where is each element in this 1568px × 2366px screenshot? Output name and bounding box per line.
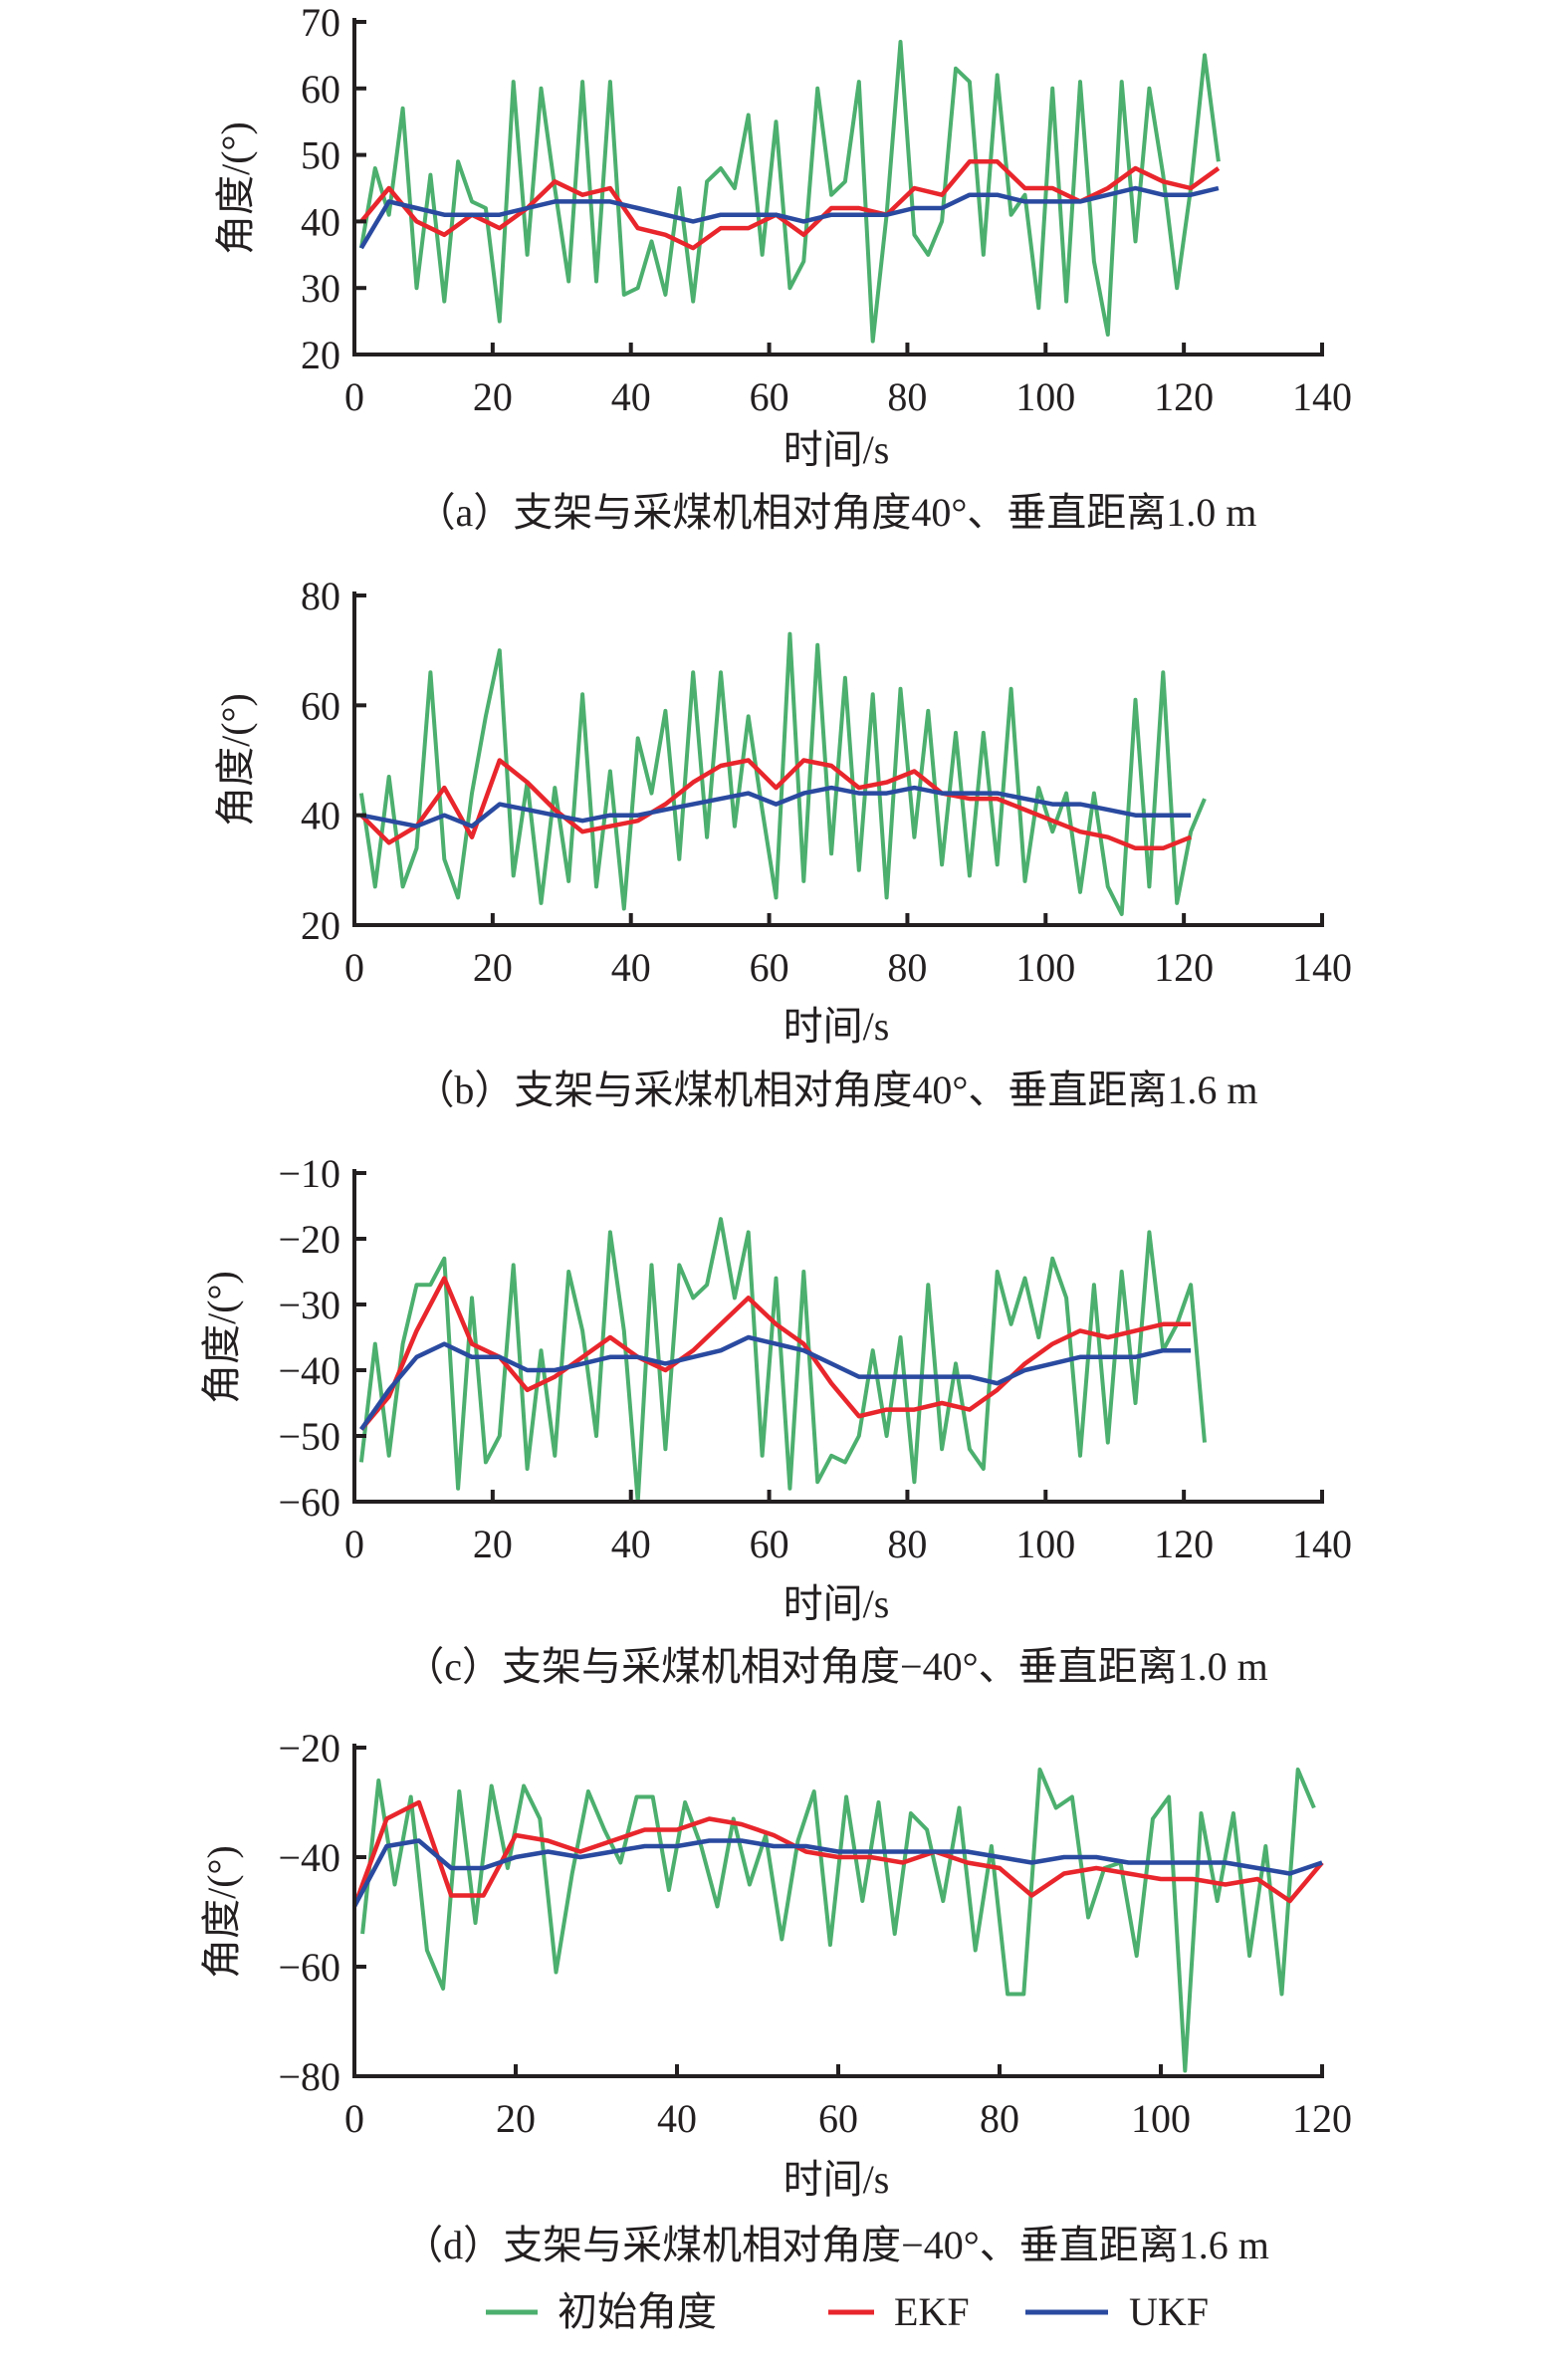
x-tick-label-b: 140 xyxy=(1292,945,1352,990)
y-axis-label-b: 角度/(°) xyxy=(213,693,258,827)
y-tick-label-c: −50 xyxy=(278,1414,340,1459)
x-axis-label-c: 时间/s xyxy=(784,1581,890,1626)
x-tick-label-d: 120 xyxy=(1292,2096,1352,2141)
series-line-ukf-a xyxy=(358,185,1220,250)
y-tick-label-b: 20 xyxy=(301,903,340,948)
y-tick-label-d: −20 xyxy=(278,1726,340,1771)
caption-c: （c）支架与采煤机相对角度−40°、垂直距离1.0 m xyxy=(404,1644,1267,1689)
x-tick-label-a: 140 xyxy=(1292,374,1352,419)
series-line-raw-a xyxy=(358,40,1221,344)
series-line-raw-b xyxy=(358,631,1207,916)
y-tick-label-a: 20 xyxy=(301,333,340,377)
caption-d: （d）支架与采煤机相对角度−40°、垂直距离1.6 m xyxy=(403,2223,1269,2267)
y-tick-label-c: −30 xyxy=(278,1283,340,1327)
x-axis-label-a: 时间/s xyxy=(784,427,890,472)
y-tick-label-b: 40 xyxy=(301,794,340,838)
series-line-ukf-c xyxy=(359,1334,1192,1431)
panel-d: 0 20 40 60 80 100 120 −80 −60 −40 −20 xyxy=(278,1726,1352,2141)
x-tick-label-b: 80 xyxy=(887,945,927,990)
y-tick-label-a: 60 xyxy=(301,67,340,112)
y-tick-label-c: −60 xyxy=(278,1480,340,1525)
y-tick-label-d: −60 xyxy=(278,1945,340,1990)
y-axis-label-d: 角度/(°) xyxy=(199,1845,244,1979)
x-tick-label-c: 100 xyxy=(1015,1522,1075,1566)
y-tick-label-a: 50 xyxy=(301,133,340,178)
y-tick-label-a: 70 xyxy=(301,0,340,45)
caption-a: （a）支架与采煤机相对角度40°、垂直距离1.0 m xyxy=(416,490,1257,535)
x-tick-label-c: 20 xyxy=(473,1522,513,1566)
x-tick-label-c: 0 xyxy=(344,1522,364,1566)
x-tick-label-a: 0 xyxy=(344,374,364,419)
x-tick-label-d: 80 xyxy=(980,2096,1019,2141)
y-tick-label-d: −40 xyxy=(278,1835,340,1880)
legend-label-ukf: UKF xyxy=(1129,2289,1209,2334)
y-tick-label-a: 40 xyxy=(301,199,340,244)
x-tick-label-d: 0 xyxy=(344,2096,364,2141)
y-axis-label-c: 角度/(°) xyxy=(199,1271,244,1404)
legend: 初始角度 EKF UKF xyxy=(486,2289,1209,2334)
series-line-ukf-b xyxy=(360,785,1192,828)
y-tick-label-b: 80 xyxy=(301,574,340,618)
x-tick-label-b: 0 xyxy=(344,945,364,990)
panel-c: 0 20 40 60 80 100 120 140 −60 −50 −40 −30 −20 −10 xyxy=(278,1151,1352,1566)
legend-label-raw: 初始角度 xyxy=(558,2289,717,2334)
x-tick-label-a: 120 xyxy=(1154,374,1214,419)
x-axis-label-b: 时间/s xyxy=(784,1004,890,1049)
x-tick-label-d: 100 xyxy=(1131,2096,1191,2141)
series-line-raw-c xyxy=(358,1217,1207,1504)
y-tick-label-c: −40 xyxy=(278,1348,340,1393)
x-tick-label-d: 60 xyxy=(818,2096,858,2141)
x-tick-label-d: 20 xyxy=(496,2096,536,2141)
y-tick-label-a: 30 xyxy=(301,266,340,311)
x-tick-label-b: 120 xyxy=(1154,945,1214,990)
caption-b: （b）支架与采煤机相对角度40°、垂直距离1.6 m xyxy=(414,1067,1257,1112)
y-tick-label-c: −20 xyxy=(278,1217,340,1262)
x-tick-label-a: 100 xyxy=(1015,374,1075,419)
x-tick-label-b: 40 xyxy=(611,945,651,990)
x-tick-label-c: 60 xyxy=(750,1522,789,1566)
x-tick-label-b: 60 xyxy=(750,945,789,990)
x-tick-label-a: 60 xyxy=(750,374,789,419)
series-line-ukf-d xyxy=(352,1838,1323,1908)
series-line-ekf-b xyxy=(359,758,1192,851)
x-tick-label-a: 80 xyxy=(887,374,927,419)
x-tick-label-a: 20 xyxy=(473,374,513,419)
x-tick-label-a: 40 xyxy=(611,374,651,419)
x-tick-label-d: 40 xyxy=(657,2096,697,2141)
y-tick-label-d: −80 xyxy=(278,2054,340,2099)
y-tick-label-c: −10 xyxy=(278,1151,340,1196)
legend-label-ekf: EKF xyxy=(894,2289,970,2334)
y-tick-label-b: 60 xyxy=(301,683,340,728)
x-tick-label-c: 140 xyxy=(1292,1522,1352,1566)
series-line-ekf-d xyxy=(351,1799,1324,1908)
x-tick-label-c: 40 xyxy=(611,1522,651,1566)
x-tick-label-c: 80 xyxy=(887,1522,927,1566)
x-tick-label-b: 100 xyxy=(1015,945,1075,990)
y-axis-label-a: 角度/(°) xyxy=(213,121,258,255)
series-line-raw-d xyxy=(360,1768,1316,2073)
x-tick-label-c: 120 xyxy=(1154,1522,1214,1566)
x-axis-label-d: 时间/s xyxy=(784,2157,890,2202)
x-tick-label-b: 20 xyxy=(473,945,513,990)
